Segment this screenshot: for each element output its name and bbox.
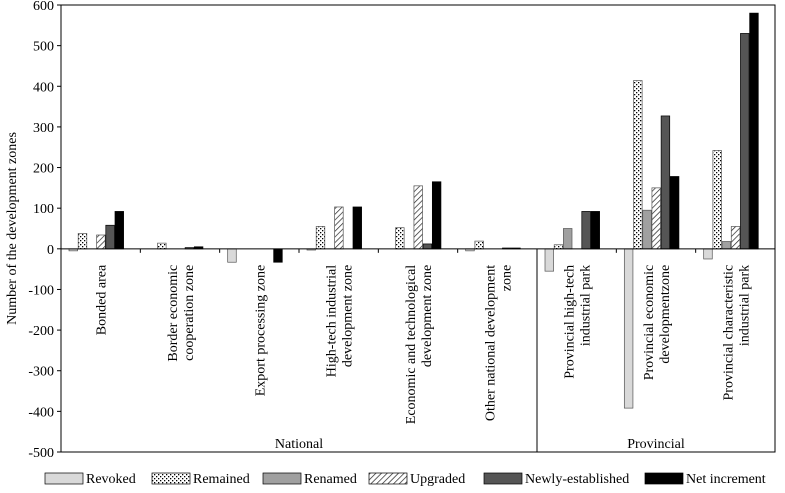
bar-revoked-2 — [227, 248, 237, 263]
legend-label: Upgraded — [410, 472, 465, 487]
y-tick-label: -100 — [28, 283, 54, 298]
category-labels: National Provincial Bonded area Border econ… — [95, 264, 753, 452]
bar-upgraded-8 — [730, 226, 741, 250]
bar-renamed-6 — [563, 228, 573, 250]
category-label: development zone — [341, 265, 356, 367]
legend-swatch — [368, 472, 408, 485]
bar-net-increment-8 — [749, 12, 759, 250]
bar-upgraded-7 — [651, 187, 661, 250]
bar-upgraded-0 — [96, 234, 106, 250]
bar-revoked-7 — [623, 248, 634, 409]
legend: Revoked Remained Renamed Upgraded Newly-esta… — [44, 472, 766, 487]
y-tick-label: -500 — [28, 446, 54, 461]
y-tick-label: -400 — [28, 405, 54, 420]
bar-net-increment-3 — [352, 206, 362, 250]
legend-label: Net increment — [686, 472, 766, 487]
bar-remained-8 — [712, 150, 722, 250]
y-tick-label: -300 — [28, 365, 54, 380]
bar-upgraded-4 — [413, 185, 423, 250]
legend-label: Renamed — [304, 472, 357, 487]
category-label: Bonded area — [95, 264, 110, 335]
bar-net-increment-6 — [590, 211, 600, 250]
bar-net-increment-4 — [431, 181, 442, 250]
category-label: industrial park — [579, 265, 594, 346]
legend-label: Newly-established — [525, 472, 629, 487]
bar-remained-1 — [157, 242, 167, 250]
y-axis-label: Number of the development zones — [5, 132, 20, 325]
legend-swatch — [151, 472, 191, 485]
bar-newly-established-0 — [105, 224, 115, 250]
y-tick-label: 100 — [33, 202, 54, 217]
bar-remained-5 — [474, 240, 484, 250]
bar-net-increment-0 — [114, 211, 124, 250]
bar-remained-6 — [553, 244, 564, 250]
bar-newly-established-7 — [660, 115, 671, 250]
category-label: Economic and technological — [404, 265, 419, 424]
y-tick-label: 200 — [33, 162, 54, 177]
bar-remained-4 — [395, 227, 405, 250]
bar-remained-7 — [633, 80, 643, 250]
group-label-national: National — [275, 437, 323, 452]
legend-swatch — [262, 472, 302, 485]
bar-newly-established-4 — [422, 243, 433, 250]
category-label: Provincial economic — [642, 265, 657, 380]
bars-layer — [68, 12, 759, 409]
bar-net-increment-7 — [669, 176, 680, 250]
y-tick-label: -200 — [28, 324, 54, 339]
bar-net-increment-2 — [273, 248, 283, 263]
legend-swatch — [483, 472, 523, 485]
bar-renamed-8 — [721, 241, 732, 250]
y-tick-label: 400 — [33, 80, 54, 95]
category-label: zone — [499, 265, 514, 291]
category-label: Provincial characteristic — [721, 265, 736, 401]
legend-swatch — [644, 472, 684, 485]
group-label-provincial: Provincial — [627, 437, 685, 452]
bar-remained-0 — [77, 233, 88, 250]
category-label: Other national development — [483, 265, 498, 421]
bar-newly-established-8 — [740, 33, 750, 250]
bar-newly-established-6 — [581, 211, 591, 250]
y-tick-label: 0 — [47, 243, 54, 258]
bar-renamed-7 — [642, 209, 652, 250]
category-label: High-tech industrial — [325, 265, 340, 377]
legend-swatch — [44, 472, 84, 485]
axis-layer: -500 -400 -300 -200 -100 0 100 200 300 400 500 600 — [28, 0, 776, 461]
category-label: industrial park — [737, 265, 752, 346]
category-label: Provincial high-tech — [563, 265, 578, 379]
category-label: development zone — [420, 265, 435, 367]
category-label: Export processing zone — [253, 265, 268, 396]
bar-upgraded-3 — [334, 206, 344, 250]
bar-revoked-6 — [544, 248, 554, 272]
category-label: cooperation zone — [182, 265, 197, 361]
bar-revoked-8 — [703, 248, 713, 260]
category-label: Border economic — [166, 265, 181, 362]
bar-remained-3 — [315, 226, 326, 250]
y-tick-label: 600 — [33, 0, 54, 14]
category-label: developmentzone — [658, 265, 673, 364]
legend-label: Remained — [193, 472, 250, 487]
legend-label: Revoked — [86, 472, 136, 487]
y-tick-label: 500 — [33, 40, 54, 55]
plot-area-border — [60, 4, 776, 453]
y-tick-label: 300 — [33, 121, 54, 136]
